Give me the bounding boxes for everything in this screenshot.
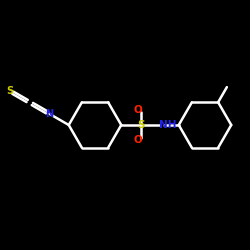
Text: S: S [137,120,144,130]
Text: O: O [134,105,142,115]
Text: O: O [134,135,142,145]
Text: N: N [45,109,53,119]
Text: S: S [7,86,14,96]
Text: NH: NH [159,120,176,130]
